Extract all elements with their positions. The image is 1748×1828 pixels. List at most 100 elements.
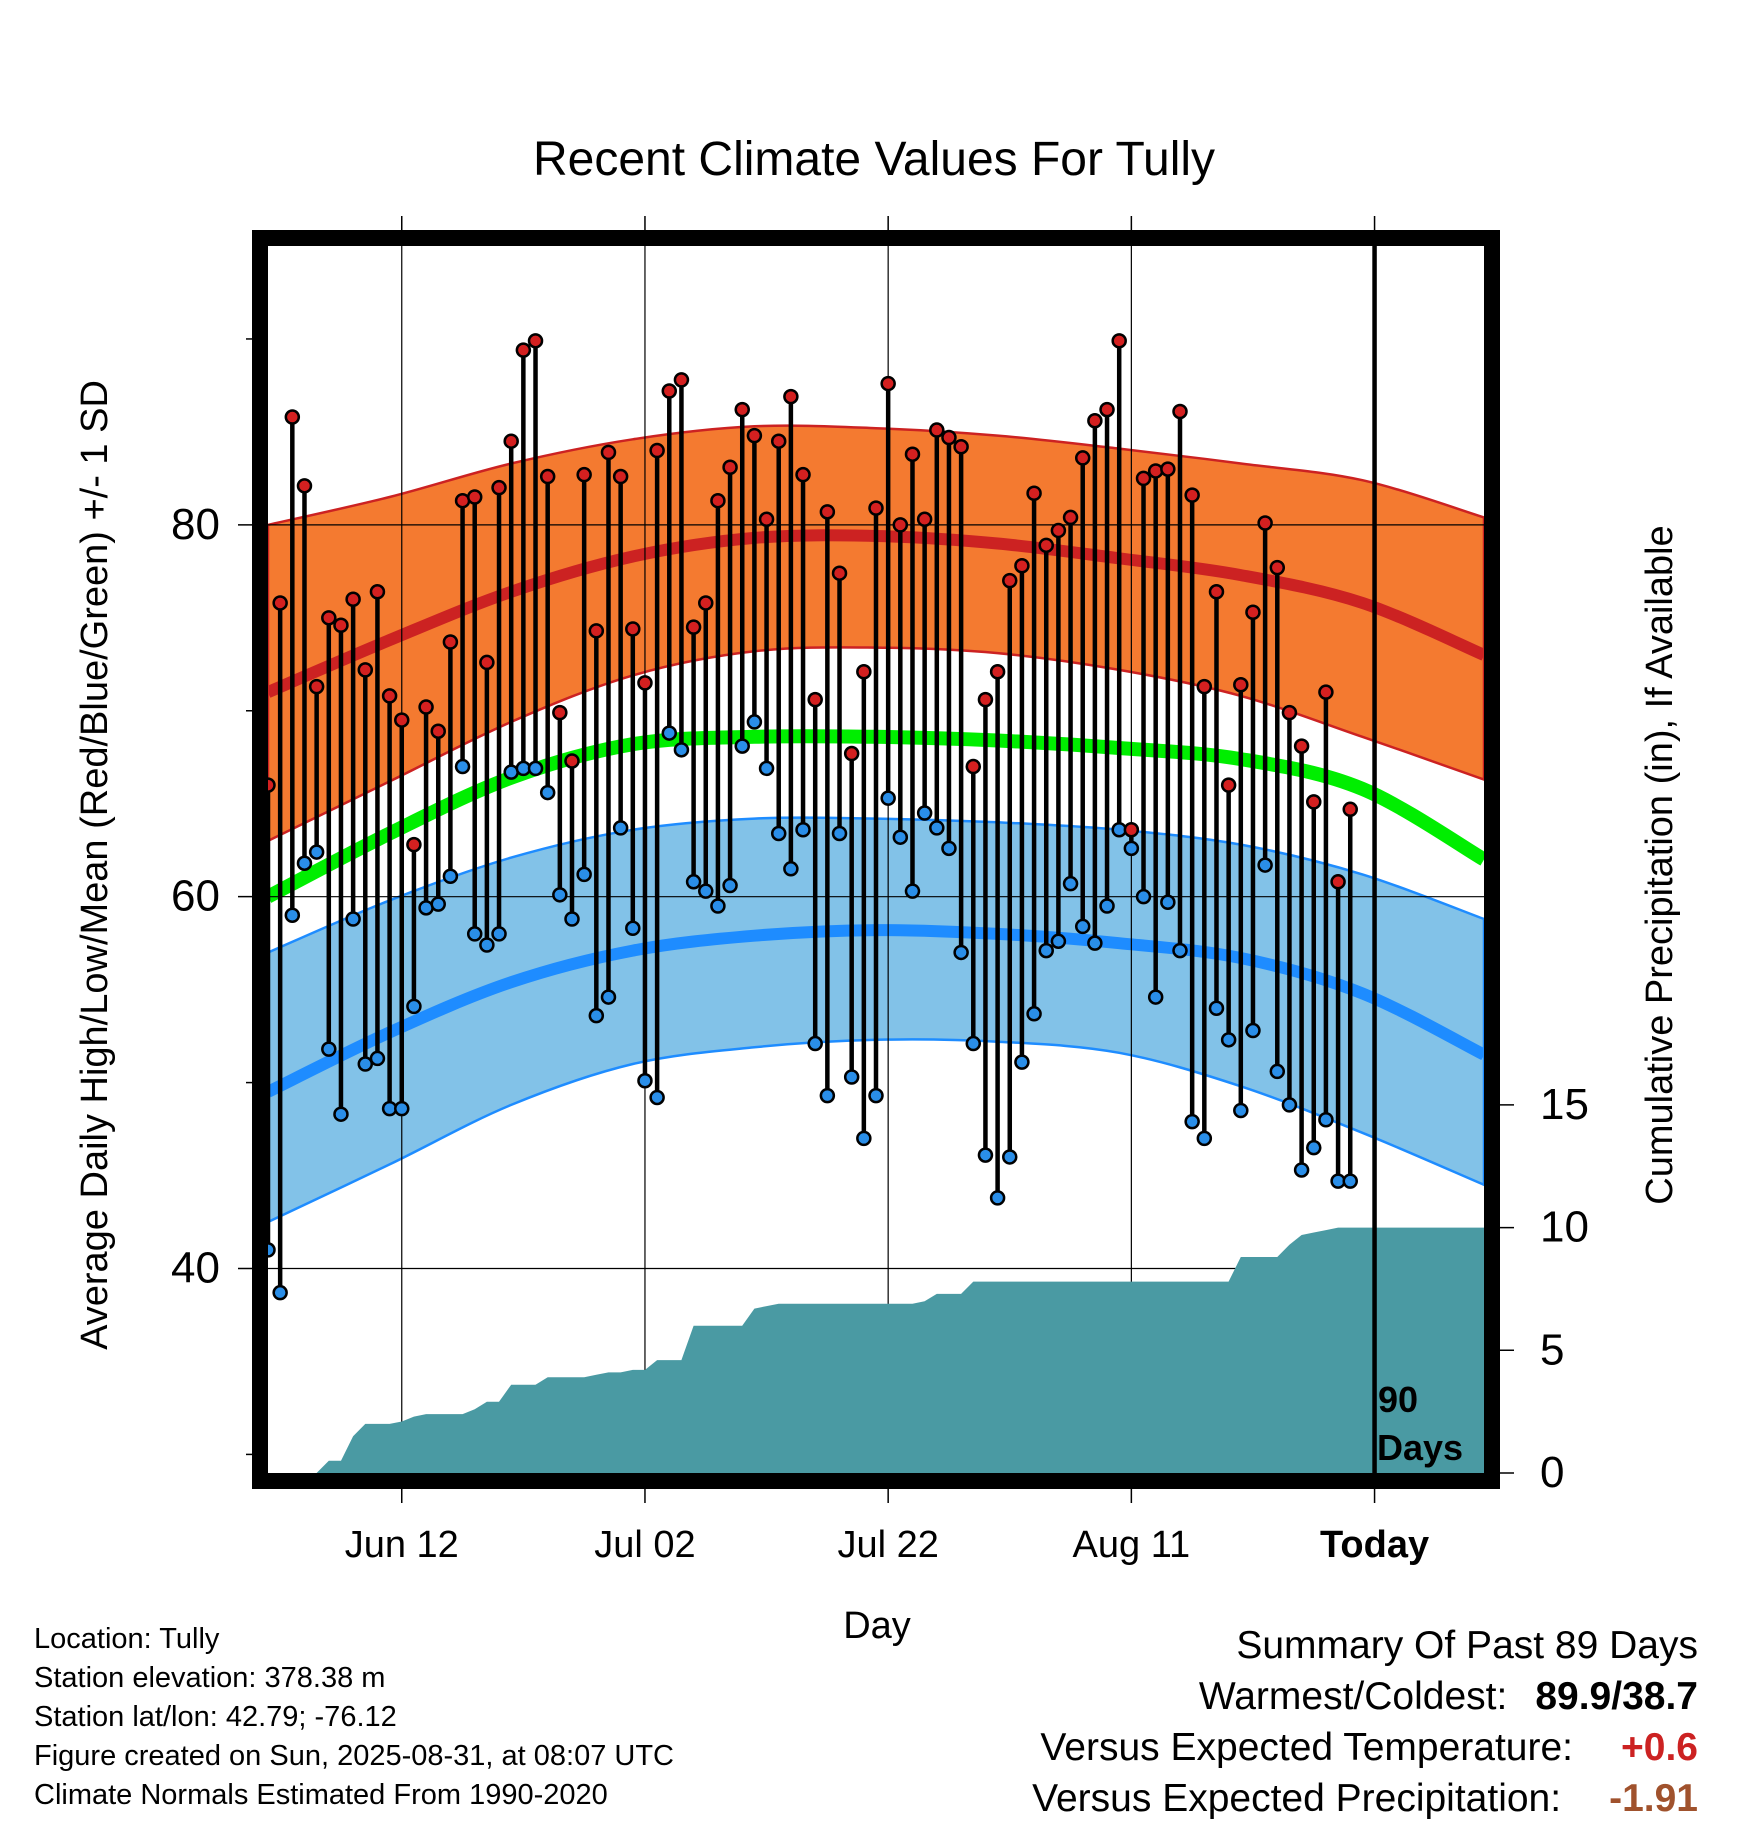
daily-low-point [357, 1056, 374, 1072]
daily-low-point [1135, 888, 1152, 905]
daily-low-point [795, 822, 811, 838]
daily-high-point [491, 479, 507, 496]
daily-low-point [369, 1050, 386, 1067]
x-tick-label: Aug 11 [1073, 1524, 1191, 1566]
precip-cumulative-area [268, 1227, 1484, 1473]
daily-high-point [977, 691, 994, 708]
daily-low-point [965, 1035, 982, 1052]
daily-series [260, 333, 1358, 1301]
daily-high-point [369, 584, 386, 600]
daily-high-point [880, 375, 896, 392]
precip-area [268, 1227, 1484, 1473]
daily-high-point [868, 500, 884, 516]
daily-low-point [1208, 1000, 1225, 1016]
daily-high-point [418, 699, 434, 715]
daily-high-point [527, 333, 544, 349]
daily-high-point [1330, 874, 1346, 890]
daily-high-point [442, 634, 459, 650]
x-tick-label: Jul 22 [837, 1524, 938, 1566]
daily-low-point [1245, 1022, 1261, 1039]
daily-low-point [673, 742, 690, 758]
daily-high-point [965, 758, 982, 775]
daily-low-point [600, 989, 617, 1005]
daily-low-point [625, 920, 641, 937]
y-axis-label-left: Average Daily High/Low/Mean (Red/Blue/Gr… [74, 380, 116, 1350]
daily-high-point [503, 433, 519, 449]
daily-low-point [454, 758, 471, 775]
daily-low-point [1050, 933, 1067, 950]
daily-high-point [722, 459, 738, 475]
daily-low-point [1293, 1162, 1310, 1178]
daily-high-point [661, 383, 678, 399]
x-tick-label: Today [1320, 1524, 1429, 1566]
daily-low-point [734, 738, 750, 754]
daily-high-point [953, 439, 969, 455]
daily-high-point [394, 712, 410, 728]
daily-low-point [345, 911, 361, 927]
daily-low-point [1220, 1032, 1237, 1048]
daily-high-point [734, 401, 750, 418]
daily-high-point [479, 654, 495, 671]
daily-low-point [394, 1100, 410, 1117]
daily-high-point [904, 446, 921, 462]
daily-high-point [1135, 470, 1152, 487]
daily-high-point [892, 517, 909, 533]
daily-high-point [819, 504, 836, 520]
daily-high-point [333, 617, 349, 634]
daily-high-point [1184, 487, 1200, 503]
summary-temp: Versus Expected Temperature: +0.6 [1032, 1722, 1698, 1773]
station-info: Location: Tully Station elevation: 378.3… [34, 1620, 674, 1815]
daily-high-point [564, 753, 580, 769]
daily-high-point [1074, 450, 1091, 466]
summary-precip: Versus Expected Precipitation: -1.91 [1032, 1773, 1698, 1824]
daily-low-point [442, 868, 459, 884]
daily-low-point [333, 1106, 349, 1122]
daily-low-point [406, 998, 422, 1015]
days-label-1: 90 [1378, 1379, 1418, 1420]
x-tick-label: Jul 02 [594, 1524, 695, 1566]
temp-label: Versus Expected Temperature: [1040, 1726, 1573, 1769]
daily-low-point [843, 1069, 860, 1085]
daily-high-point [357, 662, 374, 678]
daily-low-point [1318, 1112, 1334, 1128]
daily-high-point [1257, 515, 1273, 531]
y-tick-label-left: 80 [171, 500, 220, 549]
daily-low-point [856, 1130, 872, 1147]
daily-high-point [515, 342, 532, 358]
daily-high-point [1342, 801, 1358, 818]
warm-cold-value: 89.9/38.7 [1535, 1675, 1698, 1718]
y-tick-label-right: 5 [1540, 1325, 1564, 1374]
info-created: Figure created on Sun, 2025-08-31, at 08… [34, 1740, 674, 1772]
y-tick-label-right: 0 [1540, 1448, 1564, 1497]
daily-low-point [904, 883, 921, 899]
daily-low-point [783, 861, 799, 877]
daily-low-point [989, 1190, 1006, 1206]
daily-low-point [941, 840, 957, 857]
daily-high-point [1050, 522, 1067, 539]
daily-low-point [892, 829, 909, 845]
daily-high-point [929, 422, 945, 438]
daily-high-point [770, 433, 787, 449]
daily-high-point [321, 610, 337, 626]
daily-low-point [321, 1041, 337, 1057]
daily-high-point [406, 836, 422, 853]
daily-high-point [1123, 822, 1140, 838]
daily-low-point [685, 874, 702, 890]
daily-high-point [916, 511, 933, 528]
daily-low-point [539, 784, 556, 801]
daily-high-point [625, 621, 641, 637]
daily-high-point [783, 388, 799, 405]
y-axis-label-right: Cumulative Precipitation (in), If Availa… [1639, 525, 1681, 1204]
summary-heading: Summary Of Past 89 Days [1236, 1624, 1698, 1667]
daily-high-point [637, 675, 653, 691]
daily-low-point [1257, 857, 1273, 873]
daily-high-point [308, 678, 325, 695]
daily-high-point [588, 623, 605, 639]
daily-high-point [539, 468, 556, 485]
daily-low-point [977, 1147, 994, 1163]
daily-high-point [941, 429, 957, 446]
daily-high-point [1208, 584, 1225, 600]
daily-low-point [916, 805, 933, 821]
daily-low-point [637, 1072, 653, 1089]
daily-low-point [953, 944, 969, 961]
